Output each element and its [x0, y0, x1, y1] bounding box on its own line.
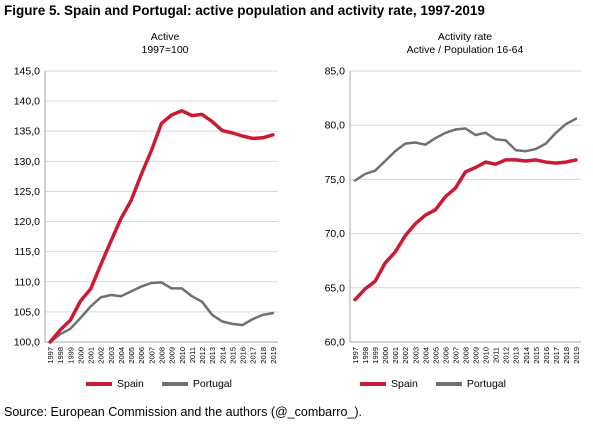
- x-tick-label: 2012: [502, 347, 511, 364]
- x-tick-label: 2002: [401, 347, 410, 364]
- series-line-spain: [353, 158, 578, 302]
- x-tick-label: 2008: [158, 347, 167, 364]
- y-tick-label: 70,0: [325, 228, 346, 240]
- x-tick-label: 2005: [431, 347, 440, 364]
- x-tick-label: 2015: [532, 347, 541, 364]
- x-tick-label: 2014: [522, 347, 531, 364]
- x-tick-label: 2013: [208, 347, 217, 364]
- x-tick-label: 2013: [512, 347, 521, 364]
- y-tick-label: 135,0: [14, 126, 40, 138]
- x-tick-label: 2004: [421, 347, 430, 364]
- x-tick-label: 2012: [198, 347, 207, 364]
- x-tick-label: 1999: [371, 347, 380, 364]
- x-tick-label: 2010: [178, 347, 187, 364]
- line-chart-active: 100,0 105,0 110,0 115,0 120,0 125,0 130,0 135,0…: [14, 66, 278, 364]
- x-tick-label: 2016: [239, 347, 248, 364]
- y-tick-label: 65,0: [325, 282, 346, 294]
- x-tick-label: 1997: [351, 347, 360, 364]
- chart-title: Activity rate: [437, 31, 493, 43]
- legend-item-spain: Spain: [360, 378, 418, 390]
- legend-item-portugal: Portugal: [161, 378, 232, 390]
- chart-subtitle: 1997=100: [141, 44, 189, 56]
- chart-panel-active: Active 1997=100 100,0 105,0 110,0 115,0 120,…: [0, 22, 296, 402]
- x-tick-label: 2006: [137, 347, 146, 364]
- x-tick-label: 2007: [147, 347, 156, 364]
- legend-label-portugal: Portugal: [192, 378, 232, 390]
- x-tick-label: 2001: [391, 347, 400, 364]
- y-tick-label: 130,0: [14, 156, 40, 168]
- y-tick-label: 125,0: [14, 186, 40, 198]
- legend-label-spain: Spain: [117, 378, 144, 390]
- y-tick-label: 140,0: [14, 96, 40, 108]
- y-tick-label: 85,0: [325, 66, 346, 78]
- y-tick-label: 80,0: [325, 120, 346, 132]
- x-tick-label: 1999: [66, 347, 75, 364]
- x-tick-label: 2018: [259, 347, 268, 364]
- y-tick-label: 120,0: [14, 216, 40, 228]
- y-tick-label: 105,0: [14, 306, 40, 318]
- x-tick-label: 2004: [117, 347, 126, 364]
- x-tick-label: 2017: [552, 347, 561, 364]
- x-tick-label: 2019: [572, 347, 581, 364]
- series-line-portugal: [353, 117, 578, 182]
- chart-subtitle: Active / Population 16-64: [406, 44, 524, 56]
- legend-label-portugal: Portugal: [466, 378, 506, 390]
- x-tick-label: 2011: [492, 347, 501, 363]
- x-tick-label: 2008: [462, 347, 471, 364]
- y-tick-label: 75,0: [325, 174, 346, 186]
- x-tick-label: 2002: [97, 347, 106, 364]
- x-tick-label: 2018: [562, 347, 571, 364]
- x-tick-label: 2010: [482, 347, 491, 364]
- legend-active: Spain Portugal: [86, 378, 250, 390]
- x-tick-label: 2009: [472, 347, 481, 364]
- legend-swatch-spain: [86, 382, 112, 386]
- figure-title: Figure 5. Spain and Portugal: active pop…: [4, 3, 485, 18]
- y-tick-label: 60,0: [325, 337, 346, 349]
- x-tick-label: 2000: [76, 347, 85, 364]
- x-tick-label: 2001: [87, 347, 96, 364]
- chart-title: Active: [150, 31, 180, 43]
- y-tick-label: 145,0: [14, 66, 40, 78]
- legend-item-spain: Spain: [86, 378, 144, 390]
- x-tick-label: 2015: [228, 347, 237, 364]
- x-tick-label: 2019: [269, 347, 278, 364]
- y-tick-label: 100,0: [14, 337, 40, 349]
- x-tick-label: 2014: [218, 347, 227, 364]
- legend-activity-rate: Spain Portugal: [360, 378, 524, 390]
- y-tick-label: 115,0: [15, 246, 41, 258]
- x-tick-label: 1998: [361, 347, 370, 364]
- x-tick-label: 2011: [188, 347, 197, 363]
- x-tick-label: 1997: [46, 347, 55, 364]
- x-tick-label: 1998: [56, 347, 65, 364]
- x-tick-label: 2009: [168, 347, 177, 364]
- x-tick-label: 2016: [542, 347, 551, 364]
- series-line-spain: [48, 108, 275, 344]
- x-tick-label: 2006: [441, 347, 450, 364]
- x-tick-label: 2003: [411, 347, 420, 364]
- x-tick-label: 2017: [249, 347, 258, 364]
- y-tick-label: 110,0: [15, 276, 41, 288]
- x-tick-label: 2003: [107, 347, 116, 364]
- line-chart-activity-rate: 60,0 65,0 70,0 75,0 80,0 85,0 1997 1998 1999 2000…: [325, 66, 581, 364]
- legend-swatch-portugal: [161, 382, 188, 386]
- legend-label-spain: Spain: [391, 378, 418, 390]
- legend-swatch-portugal: [435, 382, 462, 386]
- legend-item-portugal: Portugal: [435, 378, 506, 390]
- chart-panel-activity-rate: Activity rate Active / Population 16-64 …: [296, 22, 592, 402]
- legend-swatch-spain: [360, 382, 386, 386]
- x-tick-label: 2007: [451, 347, 460, 364]
- source-note: Source: European Commission and the auth…: [4, 405, 363, 419]
- chart-title-active: Active 1997=100: [50, 31, 280, 57]
- chart-title-activity-rate: Activity rate Active / Population 16-64: [350, 31, 580, 57]
- series-line-portugal: [48, 281, 275, 344]
- x-tick-label: 2005: [127, 347, 136, 364]
- x-tick-label: 2000: [381, 347, 390, 364]
